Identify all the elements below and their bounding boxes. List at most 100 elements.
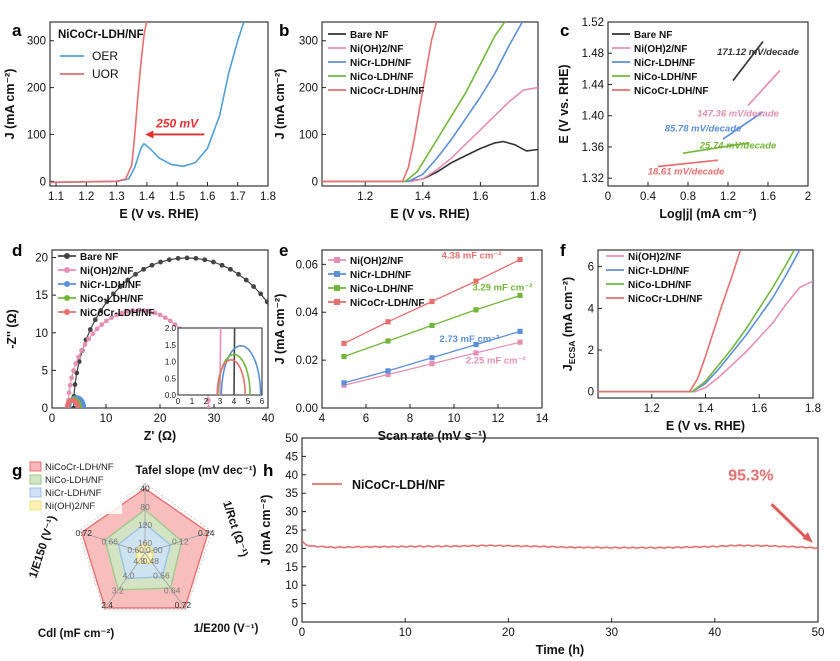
cdl-point <box>385 371 391 378</box>
y-tick-label-h: 15 <box>285 562 298 574</box>
y-tick-label-d: 5 <box>42 365 48 377</box>
panel-letter-a: a <box>12 21 22 40</box>
legend-label: NiCo-LDH/NF <box>350 72 413 83</box>
radar-spoke <box>144 552 187 610</box>
x-tick-label-e: 12 <box>492 413 505 425</box>
y-tick-label-e: 0.06 <box>296 259 318 271</box>
nyquist-point <box>184 255 190 261</box>
x-tick-label-e: 8 <box>407 413 413 425</box>
arrow-head <box>145 130 154 139</box>
panel-h: 0 10 20 30 40 50 0 5 10 15 20 25 30 35 40 45 50 Time (h) J… <box>259 433 824 657</box>
x-tick-label-d: 0 <box>49 413 55 425</box>
legend-label: Ni(OH)2/NF <box>634 44 687 55</box>
ylabel-sub: ECSA <box>567 341 577 365</box>
nyquist-point <box>79 348 85 353</box>
legend-marker <box>334 285 340 291</box>
x-tick-label-a: 1.6 <box>199 191 215 203</box>
nyquist-point <box>289 348 294 353</box>
legend-label: NiCr-LDH/NF <box>350 58 411 69</box>
panel-letter-f: f <box>560 241 566 260</box>
y-tick-label-b: 100 <box>299 129 318 141</box>
series-line-uor <box>50 22 148 184</box>
series-line <box>322 86 538 183</box>
radar-legend-swatch <box>29 500 42 511</box>
nyquist-point <box>71 405 76 408</box>
y-tick-label-c: 1.40 <box>582 111 604 123</box>
legend-label: NiCr-LDH/NF <box>628 266 689 277</box>
x-axis-label-h: Time (h) <box>536 643 584 657</box>
y-tick-label-e: 0.02 <box>296 355 318 367</box>
y-tick-label-b: 0 <box>312 176 318 188</box>
x-tick-label-c: 0 <box>605 191 611 203</box>
cdl-point <box>473 350 479 356</box>
series-line <box>322 22 438 183</box>
x-tick-label-h: 50 <box>812 627 825 639</box>
y-tick-label-h: 50 <box>285 433 298 445</box>
x-tick-label-d: 40 <box>262 413 275 425</box>
nyquist-point <box>104 318 109 324</box>
nyquist-point <box>251 284 257 289</box>
tafel-line <box>682 142 749 155</box>
nyquist-point <box>94 326 100 332</box>
radar-tick-label: 0.72 <box>175 600 192 610</box>
nyquist-point <box>219 262 225 268</box>
x-tick-label-b: 1.4 <box>415 191 432 203</box>
tafel-line <box>747 69 781 107</box>
x-tick-label-e: 4 <box>319 413 326 425</box>
radar-tick-label: 80 <box>140 502 150 512</box>
x-axis-label-b: E (V vs. RHE) <box>390 207 469 221</box>
x-tick-label-c: 2 <box>805 191 811 203</box>
nyquist-point <box>75 405 81 408</box>
nyquist-point <box>71 368 76 373</box>
nyquist-point <box>72 382 78 387</box>
nyquist-point <box>87 327 93 332</box>
nyquist-point <box>295 371 300 376</box>
nyquist-point <box>211 259 216 265</box>
nyquist-point <box>69 375 75 381</box>
legend-label: NiCoCr-LDH/NF <box>634 86 708 97</box>
nyquist-point <box>243 277 249 283</box>
y-axis-label-f: JECSA (mA cm⁻²) <box>561 277 577 371</box>
legend-marker <box>64 253 70 259</box>
y-tick-label-h: 25 <box>285 525 298 537</box>
nyquist-point <box>166 257 172 263</box>
cdl-point <box>517 339 523 345</box>
cdl-point <box>429 298 435 305</box>
legend-label: NiCoCr-LDH/NF <box>350 298 424 309</box>
legend-label: Bare NF <box>350 30 388 41</box>
nyquist-point <box>119 310 125 316</box>
x-tick-label-h: 0 <box>299 627 305 639</box>
radar-tick-label: 0.00 <box>146 545 163 555</box>
nyquist-point <box>298 394 303 399</box>
legend-marker <box>64 281 70 287</box>
retention-arrow-head <box>802 531 813 543</box>
y-tick-label-h: 30 <box>285 507 298 519</box>
legend-label: UOR <box>92 67 119 81</box>
nyquist-point <box>136 307 141 313</box>
nyquist-point <box>264 299 268 305</box>
radar-tick-label: 0.66 <box>101 537 118 547</box>
nyquist-point <box>81 405 87 408</box>
ylabel-unit: (mA cm⁻²) <box>561 277 575 341</box>
cdl-point <box>385 338 391 344</box>
inset-plot: 0 1 2 3 4 5 6 0.0 0.5 1.0 1.5 2.0 <box>165 324 265 406</box>
nyquist-point <box>167 318 173 324</box>
overpotential-annotation: 250 mV <box>155 116 199 130</box>
x-tick-label-b: 1.2 <box>357 191 373 203</box>
legend-label: Ni(OH)2/NF <box>628 252 681 263</box>
inset-x-tick-label: 1 <box>190 397 195 406</box>
x-tick-label-a: 1.1 <box>48 191 64 203</box>
tafel-slope-label: 171.12 mV/decade <box>717 47 800 58</box>
radar-tick-label: 0.64 <box>164 585 181 595</box>
panel-f: 1.2 1.4 1.6 1.8 0 2 4 6 E (V vs. RHE) Ni(OH)2/NF N… <box>561 249 821 433</box>
nyquist-point <box>175 255 181 261</box>
inset-x-tick-label: 0 <box>176 397 181 406</box>
cdl-label: 2.73 mF cm⁻² <box>439 334 499 345</box>
legend-label: NiCo-LDH/NF <box>634 72 697 83</box>
radar-tick-label: 0.56 <box>153 571 170 581</box>
y-tick-label-c: 1.36 <box>582 142 604 154</box>
nyquist-point <box>133 271 138 277</box>
x-tick-label-a: 1.3 <box>109 191 125 203</box>
legend-marker <box>64 295 70 301</box>
